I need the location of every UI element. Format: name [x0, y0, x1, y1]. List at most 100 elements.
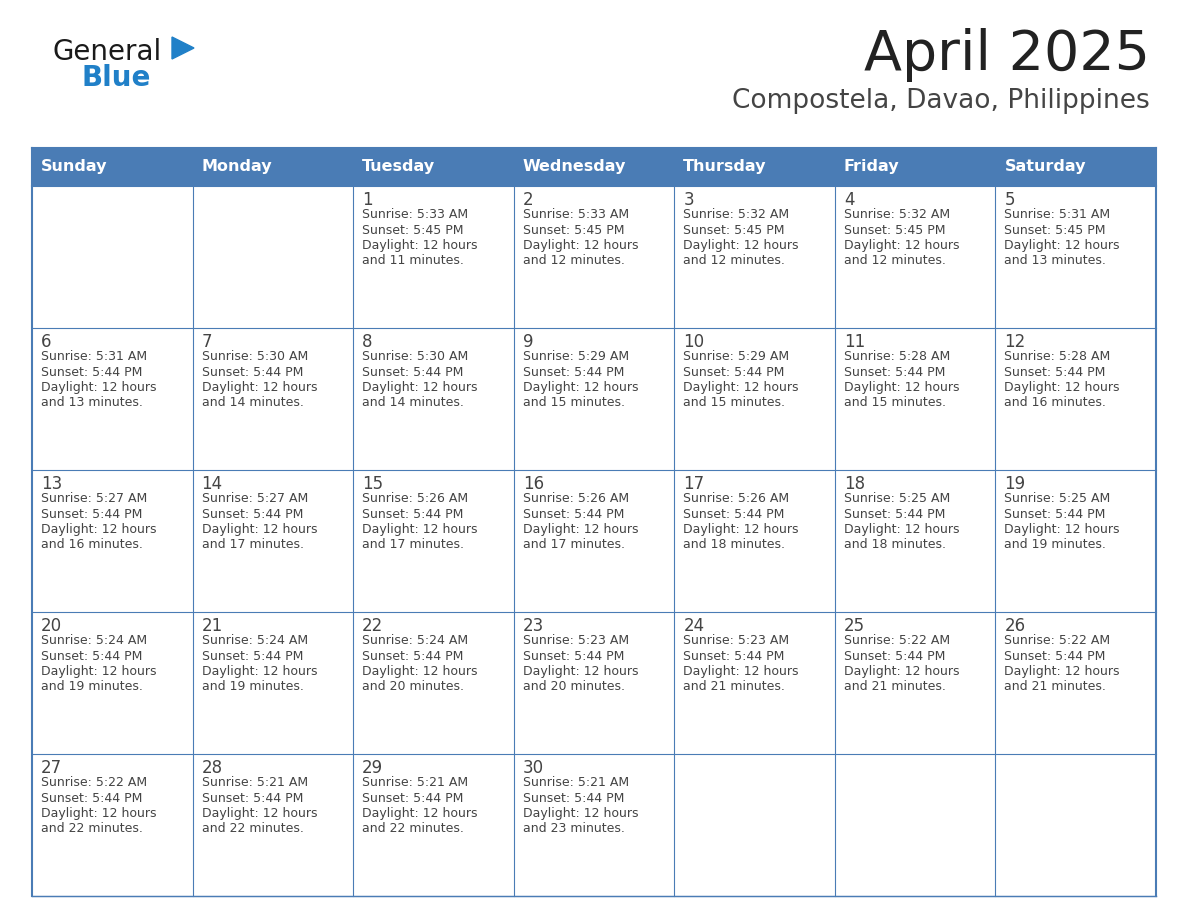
Text: Sunset: 5:44 PM: Sunset: 5:44 PM [683, 508, 784, 521]
Text: Daylight: 12 hours: Daylight: 12 hours [362, 239, 478, 252]
Text: Sunrise: 5:22 AM: Sunrise: 5:22 AM [843, 634, 950, 647]
Bar [32, 754, 192, 896]
Text: 27: 27 [42, 759, 62, 777]
Text: April 2025: April 2025 [864, 28, 1150, 82]
Bar [513, 754, 675, 896]
Text: Sunset: 5:44 PM: Sunset: 5:44 PM [683, 650, 784, 663]
Text: Sunrise: 5:25 AM: Sunrise: 5:25 AM [843, 492, 950, 505]
Text: 5: 5 [1004, 191, 1015, 209]
Text: Sunrise: 5:27 AM: Sunrise: 5:27 AM [202, 492, 308, 505]
Text: 12: 12 [1004, 333, 1025, 351]
Text: Saturday: Saturday [1004, 160, 1086, 174]
Text: Sunrise: 5:26 AM: Sunrise: 5:26 AM [523, 492, 628, 505]
Bar [675, 754, 835, 896]
Text: and 20 minutes.: and 20 minutes. [523, 680, 625, 693]
Text: 26: 26 [1004, 617, 1025, 635]
Text: 30: 30 [523, 759, 544, 777]
Text: Daylight: 12 hours: Daylight: 12 hours [683, 239, 798, 252]
Text: and 15 minutes.: and 15 minutes. [843, 397, 946, 409]
Text: and 19 minutes.: and 19 minutes. [1004, 539, 1106, 552]
Text: Sunrise: 5:26 AM: Sunrise: 5:26 AM [362, 492, 468, 505]
Text: Sunrise: 5:24 AM: Sunrise: 5:24 AM [362, 634, 468, 647]
Text: 15: 15 [362, 475, 384, 493]
Bar [513, 612, 675, 754]
Text: Sunset: 5:44 PM: Sunset: 5:44 PM [202, 650, 303, 663]
Text: 18: 18 [843, 475, 865, 493]
Text: Sunrise: 5:33 AM: Sunrise: 5:33 AM [362, 208, 468, 221]
Text: Sunrise: 5:21 AM: Sunrise: 5:21 AM [202, 776, 308, 789]
Text: Sunset: 5:45 PM: Sunset: 5:45 PM [843, 223, 946, 237]
Text: and 19 minutes.: and 19 minutes. [202, 680, 303, 693]
Text: 8: 8 [362, 333, 373, 351]
Text: Sunset: 5:44 PM: Sunset: 5:44 PM [362, 365, 463, 378]
Text: and 22 minutes.: and 22 minutes. [362, 823, 465, 835]
Text: 29: 29 [362, 759, 384, 777]
Bar [675, 328, 835, 470]
Text: 24: 24 [683, 617, 704, 635]
Text: Sunset: 5:44 PM: Sunset: 5:44 PM [1004, 508, 1106, 521]
Text: Sunset: 5:44 PM: Sunset: 5:44 PM [843, 365, 946, 378]
Text: Sunrise: 5:28 AM: Sunrise: 5:28 AM [843, 350, 950, 363]
Text: and 21 minutes.: and 21 minutes. [843, 680, 946, 693]
Text: Sunrise: 5:22 AM: Sunrise: 5:22 AM [42, 776, 147, 789]
Bar [513, 328, 675, 470]
Bar [835, 148, 996, 186]
Text: Sunrise: 5:23 AM: Sunrise: 5:23 AM [683, 634, 789, 647]
Bar [996, 186, 1156, 328]
Text: Sunrise: 5:31 AM: Sunrise: 5:31 AM [42, 350, 147, 363]
Text: Sunset: 5:44 PM: Sunset: 5:44 PM [523, 650, 624, 663]
Text: Blue: Blue [82, 64, 151, 92]
Text: Sunset: 5:44 PM: Sunset: 5:44 PM [843, 508, 946, 521]
Text: Sunrise: 5:24 AM: Sunrise: 5:24 AM [202, 634, 308, 647]
Bar [353, 148, 513, 186]
Text: Sunset: 5:44 PM: Sunset: 5:44 PM [1004, 365, 1106, 378]
Text: Daylight: 12 hours: Daylight: 12 hours [42, 523, 157, 536]
Text: and 12 minutes.: and 12 minutes. [683, 254, 785, 267]
Text: Daylight: 12 hours: Daylight: 12 hours [362, 665, 478, 678]
Text: Daylight: 12 hours: Daylight: 12 hours [362, 381, 478, 394]
Text: and 18 minutes.: and 18 minutes. [683, 539, 785, 552]
Text: Thursday: Thursday [683, 160, 766, 174]
Text: Daylight: 12 hours: Daylight: 12 hours [843, 665, 960, 678]
Text: Daylight: 12 hours: Daylight: 12 hours [42, 807, 157, 820]
Text: Daylight: 12 hours: Daylight: 12 hours [523, 523, 638, 536]
Text: Daylight: 12 hours: Daylight: 12 hours [843, 381, 960, 394]
Text: Sunrise: 5:28 AM: Sunrise: 5:28 AM [1004, 350, 1111, 363]
Text: and 16 minutes.: and 16 minutes. [42, 539, 143, 552]
Text: and 17 minutes.: and 17 minutes. [523, 539, 625, 552]
Bar [996, 148, 1156, 186]
Text: Daylight: 12 hours: Daylight: 12 hours [1004, 523, 1120, 536]
Text: 22: 22 [362, 617, 384, 635]
Text: Daylight: 12 hours: Daylight: 12 hours [202, 665, 317, 678]
Text: Sunrise: 5:29 AM: Sunrise: 5:29 AM [683, 350, 789, 363]
Text: Sunset: 5:44 PM: Sunset: 5:44 PM [362, 508, 463, 521]
Text: 23: 23 [523, 617, 544, 635]
Text: Daylight: 12 hours: Daylight: 12 hours [1004, 665, 1120, 678]
Text: Sunset: 5:44 PM: Sunset: 5:44 PM [42, 650, 143, 663]
Text: and 15 minutes.: and 15 minutes. [523, 397, 625, 409]
Bar [353, 612, 513, 754]
Text: Daylight: 12 hours: Daylight: 12 hours [202, 523, 317, 536]
Text: and 22 minutes.: and 22 minutes. [42, 823, 143, 835]
Text: Daylight: 12 hours: Daylight: 12 hours [683, 523, 798, 536]
Text: Sunset: 5:44 PM: Sunset: 5:44 PM [202, 365, 303, 378]
Text: Sunrise: 5:30 AM: Sunrise: 5:30 AM [362, 350, 468, 363]
Text: Sunset: 5:45 PM: Sunset: 5:45 PM [362, 223, 463, 237]
Bar [996, 612, 1156, 754]
Text: Daylight: 12 hours: Daylight: 12 hours [683, 665, 798, 678]
Text: Sunrise: 5:22 AM: Sunrise: 5:22 AM [1004, 634, 1111, 647]
Text: Sunset: 5:44 PM: Sunset: 5:44 PM [843, 650, 946, 663]
Text: Daylight: 12 hours: Daylight: 12 hours [523, 381, 638, 394]
Text: and 12 minutes.: and 12 minutes. [843, 254, 946, 267]
Text: 11: 11 [843, 333, 865, 351]
Bar [835, 612, 996, 754]
Text: Sunset: 5:44 PM: Sunset: 5:44 PM [523, 365, 624, 378]
Text: 9: 9 [523, 333, 533, 351]
Bar [835, 186, 996, 328]
Text: Daylight: 12 hours: Daylight: 12 hours [523, 665, 638, 678]
Text: Daylight: 12 hours: Daylight: 12 hours [843, 239, 960, 252]
Text: Sunset: 5:44 PM: Sunset: 5:44 PM [1004, 650, 1106, 663]
Text: Sunrise: 5:21 AM: Sunrise: 5:21 AM [523, 776, 628, 789]
Text: Daylight: 12 hours: Daylight: 12 hours [42, 381, 157, 394]
Text: Sunrise: 5:26 AM: Sunrise: 5:26 AM [683, 492, 789, 505]
